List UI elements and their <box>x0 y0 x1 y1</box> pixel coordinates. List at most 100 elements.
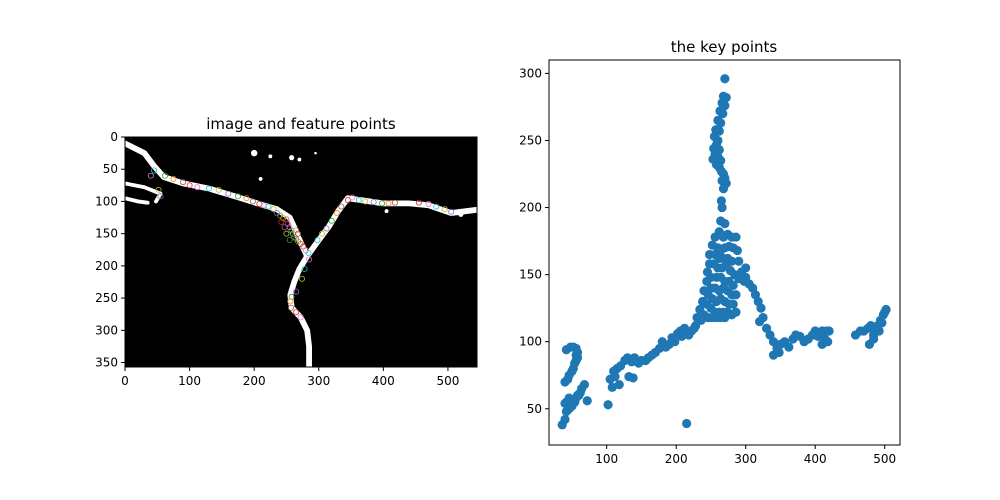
feature-point-marker <box>319 230 325 237</box>
feature-point-marker <box>235 193 241 200</box>
road-blob <box>297 157 302 162</box>
scatter-x-tick-label: 100 <box>595 452 618 466</box>
feature-point-marker <box>270 206 277 213</box>
scatter-point <box>731 290 741 300</box>
feature-point-marker <box>284 221 291 227</box>
feature-point-marker <box>194 184 201 191</box>
image-x-tick-label: 500 <box>436 374 459 388</box>
scatter-point <box>881 304 891 315</box>
scatter-y-ticks: 50 100 150 200 250 300 <box>519 66 549 416</box>
feature-point-marker <box>278 219 285 226</box>
scatter-point <box>720 219 730 229</box>
road-blob <box>268 154 273 159</box>
image-y-tick-label: 50 <box>103 162 118 176</box>
feature-point-marker <box>283 230 290 237</box>
image-y-tick-label: 0 <box>110 130 118 144</box>
image-x-tick-label: 300 <box>307 374 330 388</box>
image-x-tick-label: 0 <box>121 374 129 388</box>
scatter-point <box>689 323 699 333</box>
feature-point-marker <box>170 175 177 182</box>
feature-point-marker <box>301 266 308 273</box>
scatter-point <box>582 396 592 406</box>
road-blob <box>250 149 258 157</box>
scatter-x-tick-label: 500 <box>873 452 896 466</box>
road-segment <box>287 253 312 367</box>
scatter-point <box>717 202 727 213</box>
scatter-y-tick-label: 50 <box>527 402 542 416</box>
feature-point-marker <box>306 256 313 263</box>
scatter-point <box>684 330 694 340</box>
scatter-point <box>710 232 720 242</box>
feature-point-marker <box>328 217 335 224</box>
scatter-point <box>720 312 730 323</box>
feature-point-marker <box>281 224 288 231</box>
scatter-point <box>718 184 729 194</box>
feature-point-marker <box>151 167 158 174</box>
scatter-point <box>682 418 692 429</box>
scatter-points <box>557 74 891 430</box>
scatter-subplot: the key points 100 200 300 400 500 50 100 150 2… <box>519 38 901 466</box>
feature-point-marker <box>293 227 300 234</box>
feature-point-marker <box>333 210 340 216</box>
feature-point-marker <box>288 304 294 311</box>
image-subplot: image and feature points 0 100 200 300 400 50… <box>95 115 478 388</box>
scatter-point <box>718 109 728 119</box>
scatter-point <box>784 342 794 352</box>
feature-point-marker <box>355 197 362 204</box>
road-blob <box>458 211 464 217</box>
feature-point-marker <box>155 186 162 193</box>
scatter-point <box>716 196 726 206</box>
scatter-point <box>817 326 827 336</box>
road-blob <box>289 155 295 161</box>
scatter-point <box>720 74 730 84</box>
feature-point-marker <box>344 197 351 204</box>
scatter-point <box>731 232 741 242</box>
scatter-point <box>741 272 751 282</box>
image-background <box>125 137 477 367</box>
scatter-point <box>614 380 624 390</box>
scatter-point <box>877 318 887 328</box>
feature-point-marker <box>215 186 222 193</box>
scatter-x-tick-label: 400 <box>804 452 827 466</box>
scatter-x-ticks: 100 200 300 400 500 <box>595 445 896 466</box>
image-y-tick-label: 300 <box>95 323 118 337</box>
scatter-point <box>628 373 638 383</box>
feature-point-marker <box>291 233 298 240</box>
feature-point-marker <box>425 201 432 207</box>
image-x-tick-label: 200 <box>243 374 266 388</box>
scatter-point <box>731 307 741 317</box>
scatter-point <box>561 345 571 355</box>
scatter-axes-frame <box>548 59 901 446</box>
scatter-point <box>756 303 766 313</box>
scatter-point <box>868 334 879 344</box>
image-axes-frame <box>124 136 478 368</box>
feature-point-marker <box>349 194 356 201</box>
scatter-point <box>755 316 765 327</box>
image-y-tick-label: 100 <box>95 194 118 208</box>
scatter-point <box>574 390 584 400</box>
scatter-point <box>774 347 784 358</box>
scatter-y-tick-label: 250 <box>519 133 542 147</box>
feature-point-marker <box>243 195 250 202</box>
image-y-tick-label: 150 <box>95 227 118 241</box>
image-y-tick-label: 200 <box>95 259 118 273</box>
scatter-point <box>732 245 742 256</box>
image-x-tick-label: 400 <box>372 374 395 388</box>
feature-point-marker <box>362 198 369 205</box>
feature-point-marker <box>180 179 187 186</box>
road-segment <box>125 140 311 260</box>
feature-point-marker <box>288 227 295 234</box>
feature-point-marker <box>392 199 398 206</box>
image-y-ticks: 0 50 100 150 200 250 300 350 <box>95 130 125 369</box>
feature-point-marker <box>287 298 294 305</box>
scatter-point <box>728 299 738 309</box>
scatter-point <box>734 256 744 266</box>
feature-point-marker <box>293 288 300 295</box>
feature-point-marker <box>370 199 377 206</box>
road-segment <box>125 196 150 205</box>
feature-point-marker <box>314 237 321 244</box>
feature-point-marker <box>147 172 154 179</box>
road-blob <box>384 209 389 214</box>
feature-point-marker <box>297 314 304 321</box>
